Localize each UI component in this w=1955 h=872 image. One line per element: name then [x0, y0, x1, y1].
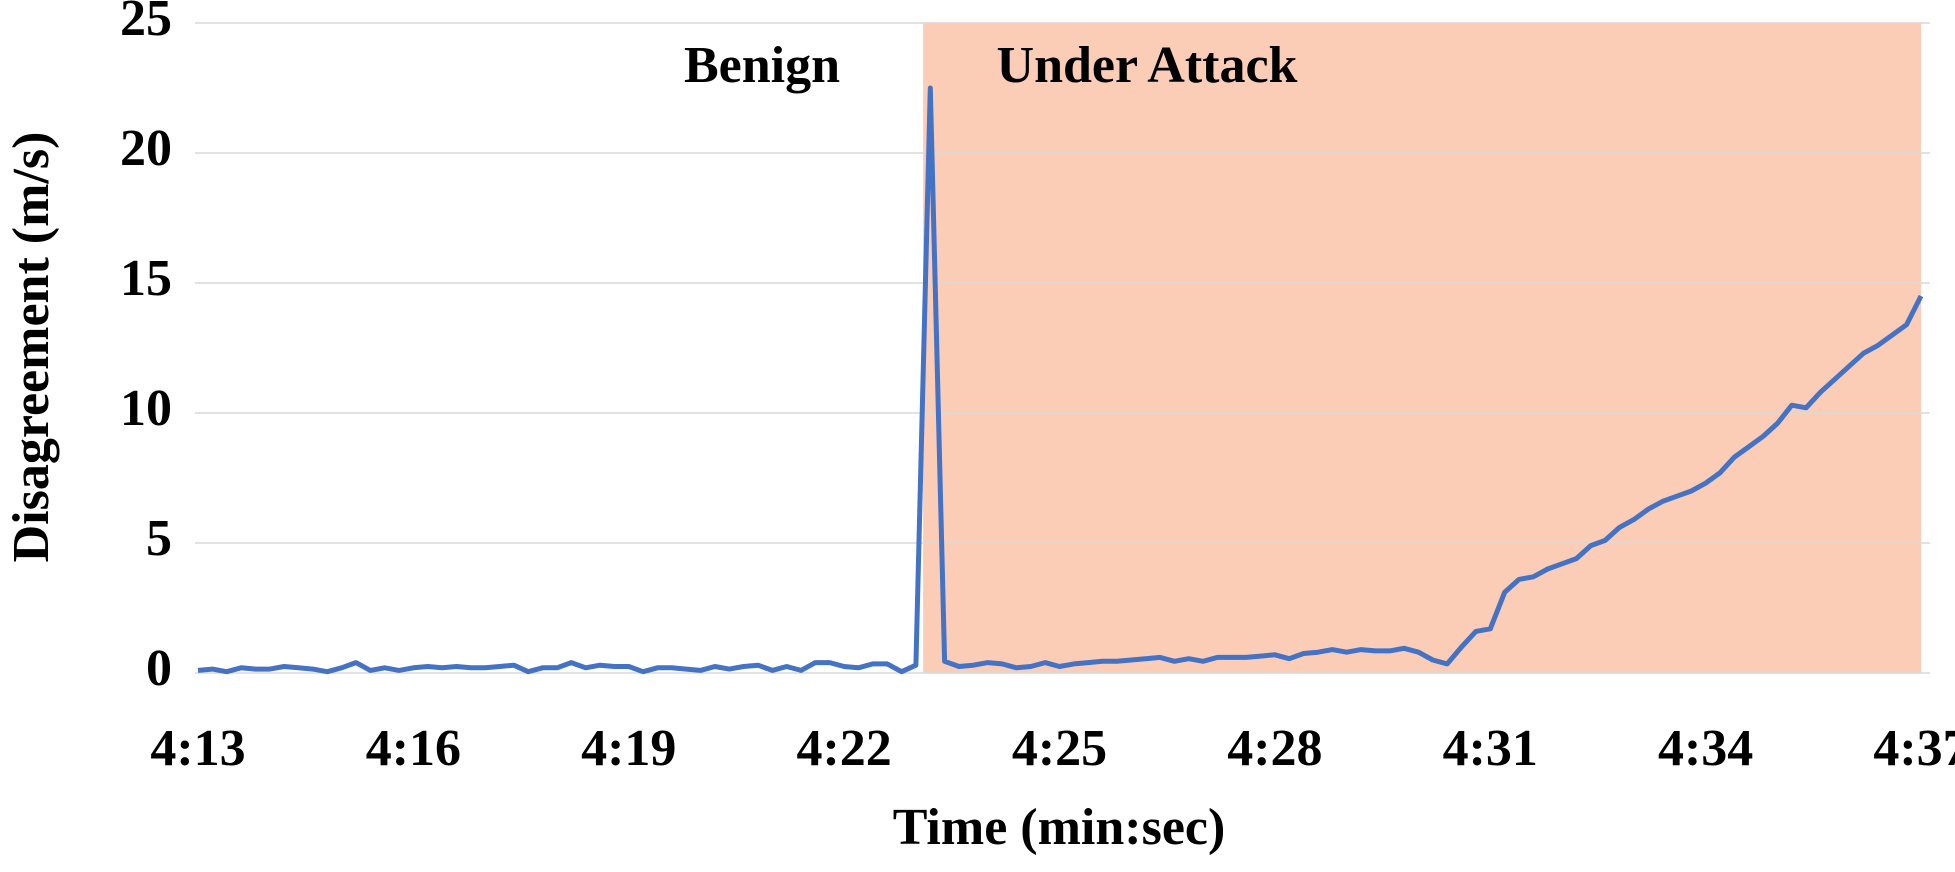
annotation: Under Attack: [997, 37, 1298, 94]
x-tick-label: 4:16: [366, 720, 461, 777]
x-tick-label: 4:37: [1873, 720, 1955, 777]
x-tick-label: 4:13: [150, 720, 245, 777]
x-tick-label: 4:22: [796, 720, 891, 777]
annotation: Benign: [684, 37, 840, 94]
x-tick-label: 4:25: [1012, 720, 1107, 777]
x-tick-label: 4:31: [1443, 720, 1538, 777]
x-axis-title: Time (min:sec): [893, 799, 1226, 856]
x-tick-label: 4:34: [1658, 720, 1753, 777]
data-line: [197, 85, 1924, 675]
y-tick-label: 25: [120, 0, 172, 47]
x-tick-label: 4:19: [581, 720, 676, 777]
y-tick-label: 15: [120, 250, 172, 307]
x-tick-label: 4:28: [1227, 720, 1322, 777]
attack-region: [923, 23, 1921, 673]
y-tick-label: 10: [120, 380, 172, 437]
y-tick-label: 20: [120, 120, 172, 177]
y-tick-label: 0: [146, 640, 172, 697]
y-tick-label: 5: [146, 510, 172, 567]
y-axis-title: Disagreement (m/s): [3, 132, 60, 563]
